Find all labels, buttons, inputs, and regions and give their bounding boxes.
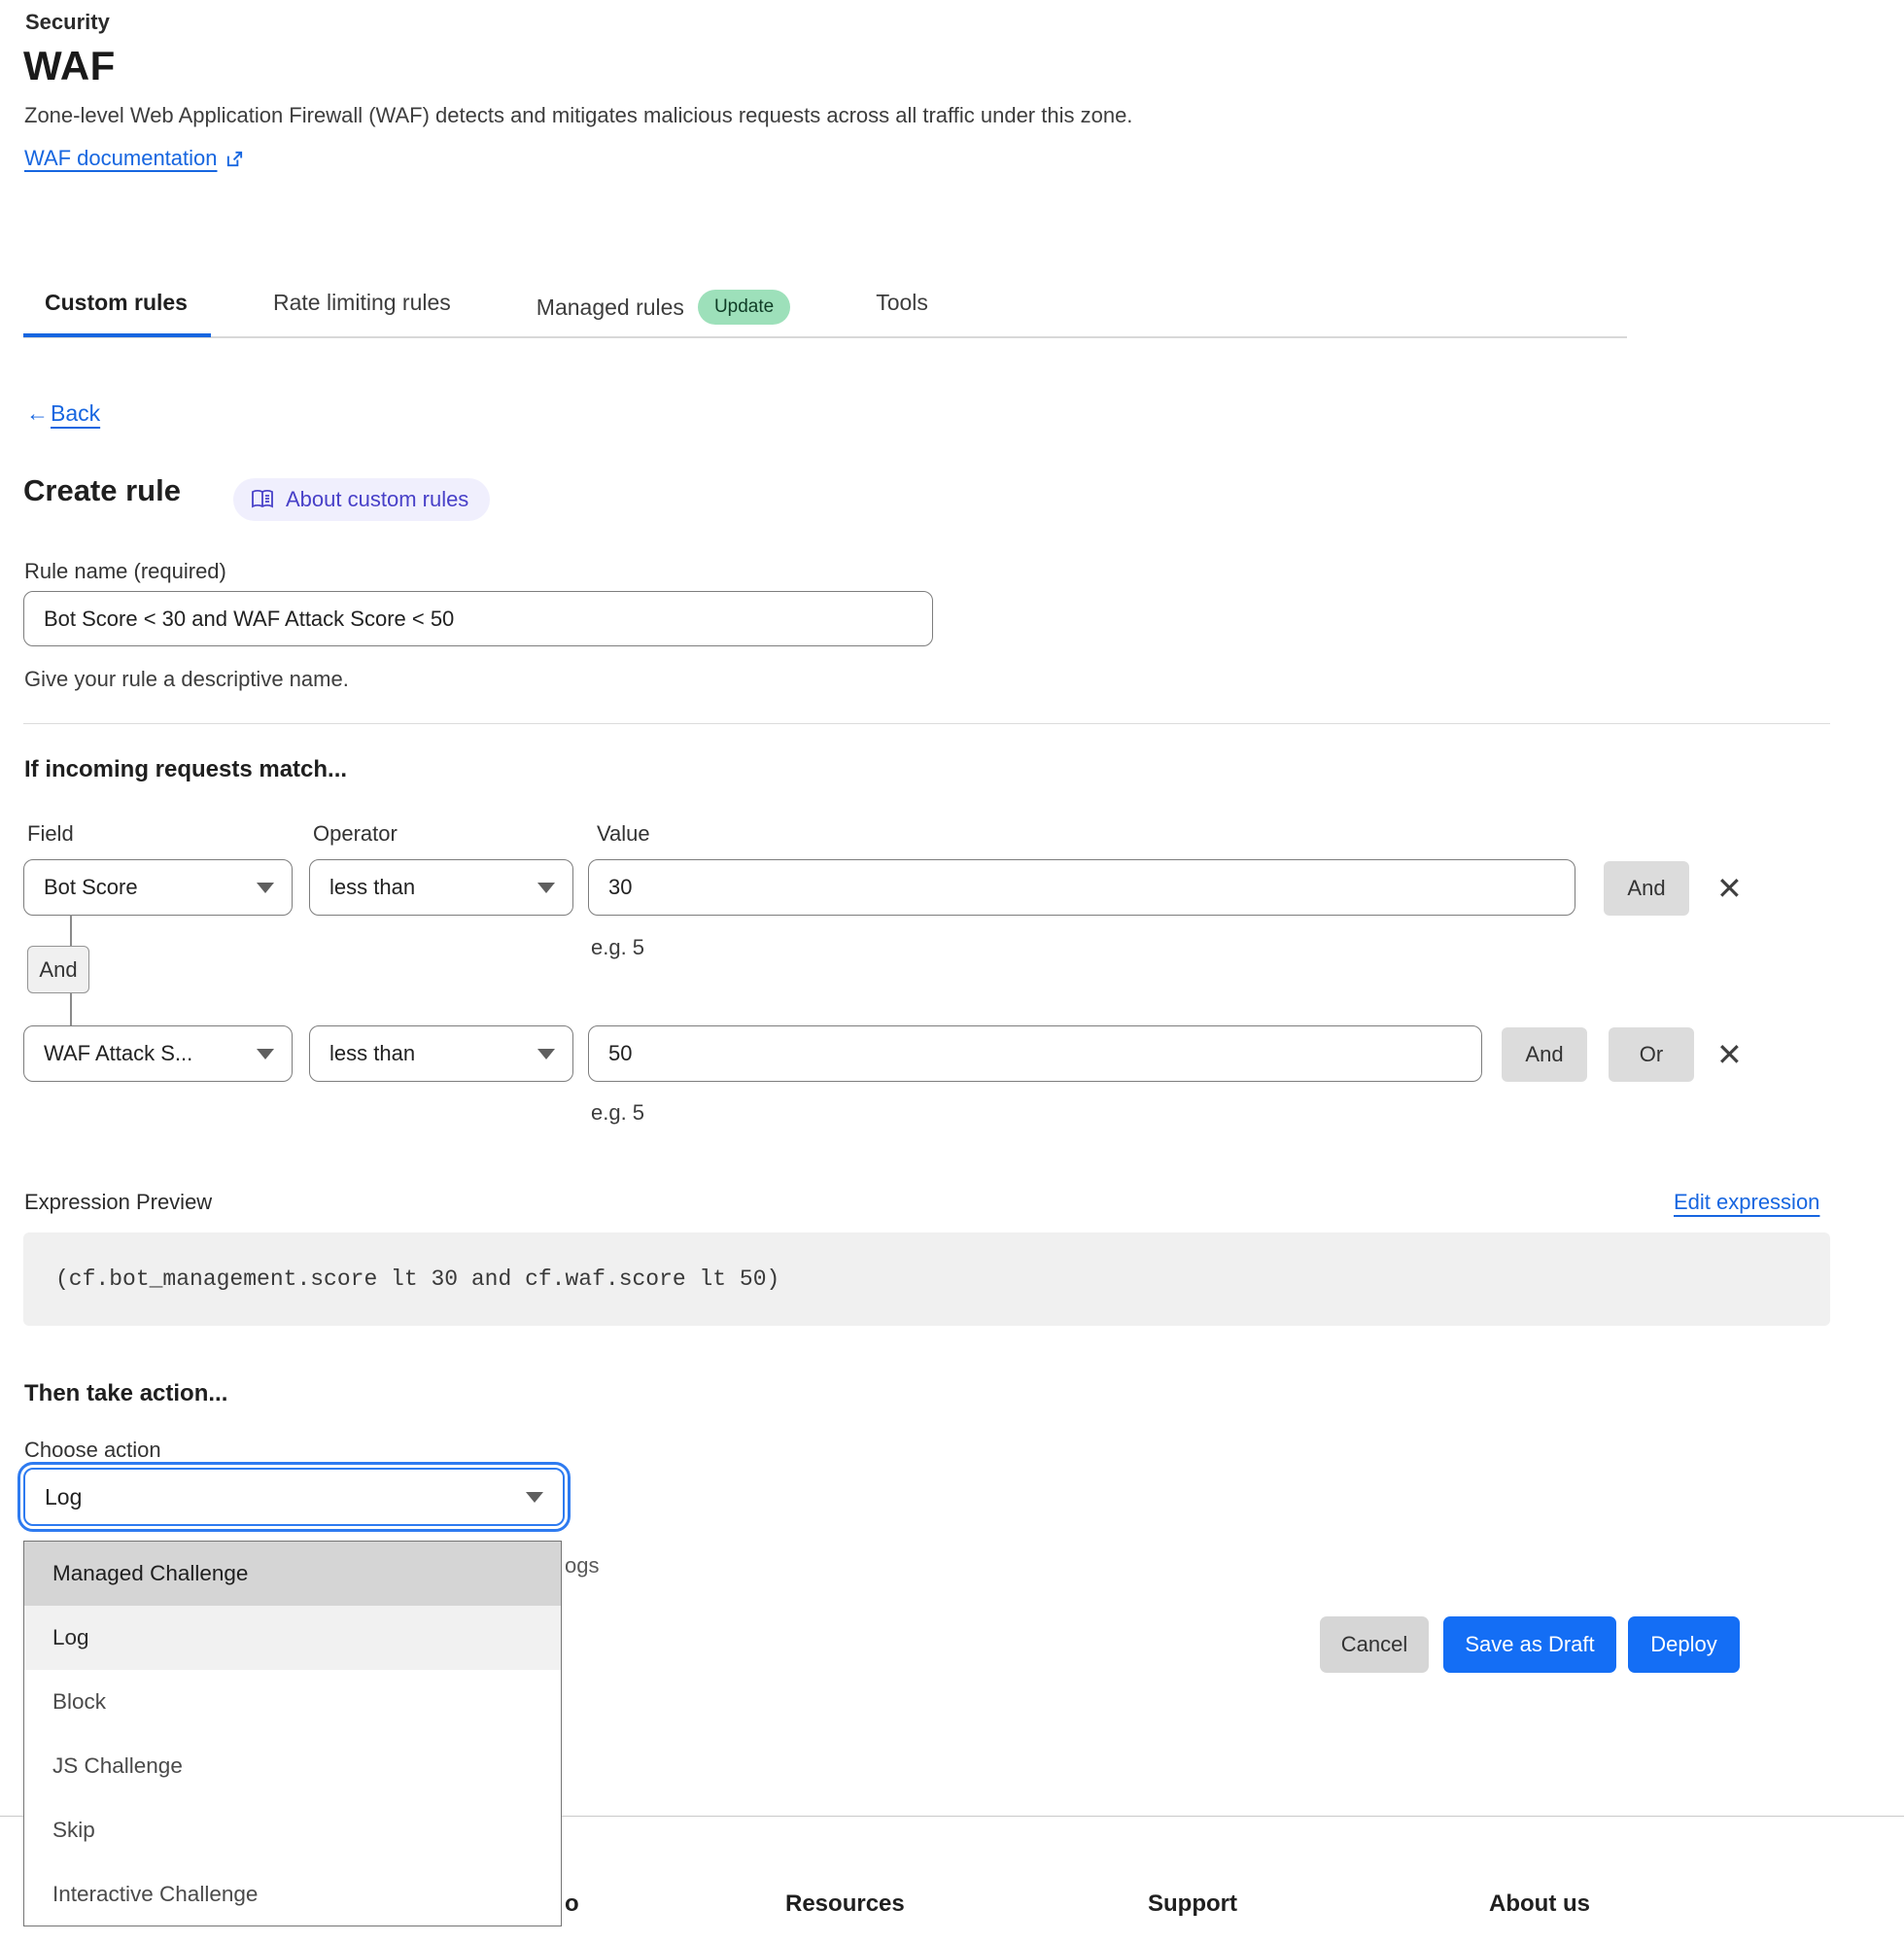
chevron-down-icon bbox=[526, 1491, 543, 1503]
book-icon bbox=[252, 489, 273, 508]
tab-tools[interactable]: Tools bbox=[876, 290, 928, 315]
match-heading: If incoming requests match... bbox=[24, 756, 348, 782]
value-input-row2[interactable] bbox=[588, 1025, 1482, 1082]
add-and-button-row2[interactable]: And bbox=[1502, 1027, 1587, 1082]
section-divider bbox=[23, 723, 1830, 724]
operator-select-row1[interactable]: less than bbox=[309, 859, 573, 916]
back-arrow-icon: ← bbox=[26, 400, 49, 426]
chevron-down-icon bbox=[257, 1048, 274, 1059]
chevron-down-icon bbox=[257, 882, 274, 893]
cancel-button[interactable]: Cancel bbox=[1320, 1616, 1429, 1673]
dropdown-option-block[interactable]: Block bbox=[52, 1689, 107, 1714]
deploy-button[interactable]: Deploy bbox=[1628, 1616, 1740, 1673]
expression-preview-box: (cf.bot_management.score lt 30 and cf.wa… bbox=[23, 1232, 1830, 1326]
rule-name-label: Rule name (required) bbox=[24, 559, 226, 583]
dropdown-option-js-challenge[interactable]: JS Challenge bbox=[52, 1753, 183, 1778]
footer-divider bbox=[0, 1816, 1904, 1817]
operator-column-label: Operator bbox=[313, 821, 398, 846]
value-hint-row2: e.g. 5 bbox=[591, 1100, 645, 1125]
footer-heading-truncated: o bbox=[565, 1891, 579, 1917]
action-dropdown-menu: Managed Challenge Log Block JS Challenge… bbox=[23, 1541, 562, 1926]
field-select-row2[interactable]: WAF Attack S... bbox=[23, 1025, 293, 1082]
footer-heading-resources[interactable]: Resources bbox=[785, 1891, 905, 1917]
and-join-toggle[interactable]: And bbox=[27, 946, 89, 993]
edit-expression-link[interactable]: Edit expression bbox=[1674, 1190, 1820, 1214]
back-link-label: Back bbox=[51, 400, 101, 426]
expression-code: (cf.bot_management.score lt 30 and cf.wa… bbox=[55, 1266, 780, 1292]
value-hint-row1: e.g. 5 bbox=[591, 935, 645, 959]
dropdown-option-skip[interactable]: Skip bbox=[52, 1818, 95, 1842]
choose-action-select[interactable]: Log bbox=[17, 1462, 571, 1532]
rule-name-input[interactable] bbox=[23, 591, 933, 646]
dropdown-option-log[interactable]: Log bbox=[24, 1606, 561, 1670]
tab-custom-rules[interactable]: Custom rules bbox=[23, 284, 211, 337]
footer-heading-support[interactable]: Support bbox=[1148, 1891, 1237, 1917]
obscured-text-fragment: ogs bbox=[565, 1553, 600, 1578]
tab-rate-limiting-rules[interactable]: Rate limiting rules bbox=[272, 290, 451, 315]
field-column-label: Field bbox=[27, 821, 74, 846]
value-input-row1[interactable] bbox=[588, 859, 1575, 916]
choose-action-selected-value: Log bbox=[45, 1483, 83, 1509]
add-and-button-row1[interactable]: And bbox=[1604, 861, 1689, 916]
back-link[interactable]: ←Back bbox=[26, 400, 100, 427]
operator-select-row2-value: less than bbox=[329, 1041, 416, 1065]
choose-action-label: Choose action bbox=[24, 1438, 161, 1462]
external-link-icon bbox=[226, 151, 242, 166]
field-select-row1[interactable]: Bot Score bbox=[23, 859, 293, 916]
update-badge: Update bbox=[697, 290, 791, 325]
section-label: Security bbox=[25, 10, 110, 34]
waf-documentation-link[interactable]: WAF documentation bbox=[24, 146, 244, 171]
chevron-down-icon bbox=[537, 1048, 555, 1059]
waf-documentation-link-label: WAF documentation bbox=[24, 146, 218, 170]
close-icon-row1[interactable]: ✕ bbox=[1716, 871, 1743, 906]
dropdown-option-interactive-challenge[interactable]: Interactive Challenge bbox=[52, 1882, 259, 1906]
rule-name-help-text: Give your rule a descriptive name. bbox=[24, 667, 349, 691]
action-heading: Then take action... bbox=[24, 1380, 228, 1406]
operator-select-row2[interactable]: less than bbox=[309, 1025, 573, 1082]
value-column-label: Value bbox=[597, 821, 650, 846]
page-description: Zone-level Web Application Firewall (WAF… bbox=[24, 103, 1133, 127]
about-custom-rules-badge[interactable]: About custom rules bbox=[233, 478, 491, 521]
close-icon-row2[interactable]: ✕ bbox=[1716, 1037, 1743, 1072]
tab-bar: Custom rules Rate limiting rules Managed… bbox=[23, 284, 1627, 338]
chevron-down-icon bbox=[537, 882, 555, 893]
about-custom-rules-label: About custom rules bbox=[286, 487, 469, 511]
field-select-row1-value: Bot Score bbox=[44, 875, 138, 899]
footer-heading-about-us[interactable]: About us bbox=[1489, 1891, 1590, 1917]
field-select-row2-value: WAF Attack S... bbox=[44, 1041, 193, 1065]
save-as-draft-button[interactable]: Save as Draft bbox=[1443, 1616, 1616, 1673]
dropdown-option-managed-challenge[interactable]: Managed Challenge bbox=[24, 1542, 561, 1606]
operator-select-row1-value: less than bbox=[329, 875, 416, 899]
tab-managed-rules[interactable]: Managed rules Update bbox=[513, 284, 814, 344]
add-or-button-row2[interactable]: Or bbox=[1609, 1027, 1694, 1082]
create-rule-heading: Create rule bbox=[23, 473, 181, 507]
expression-preview-label: Expression Preview bbox=[24, 1190, 213, 1214]
page-title: WAF bbox=[23, 43, 116, 88]
